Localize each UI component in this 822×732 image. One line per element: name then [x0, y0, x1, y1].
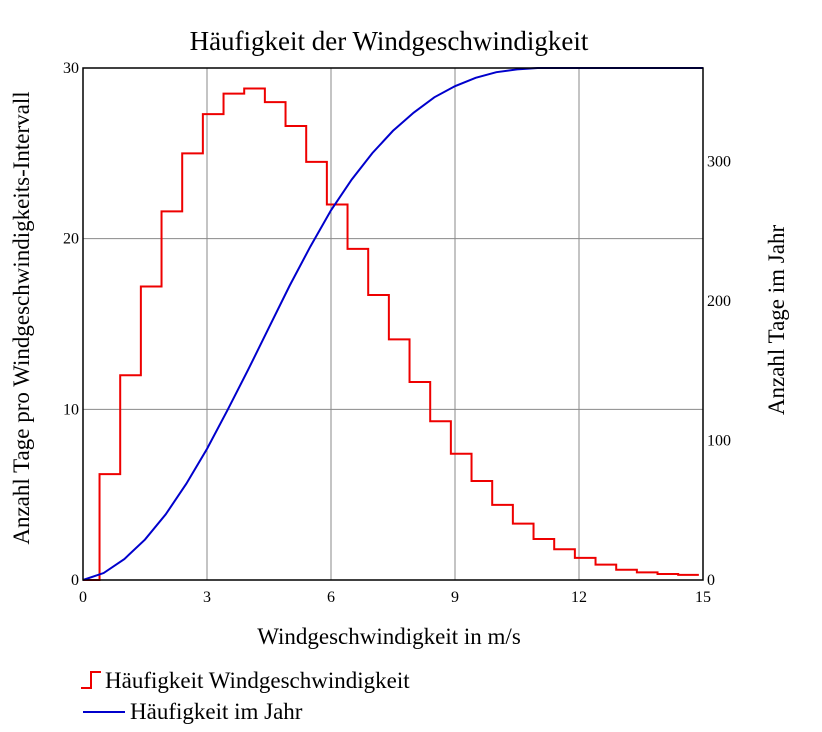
- x-tick-label: 15: [695, 589, 711, 606]
- plot-series: [82, 67, 703, 581]
- x-axis-label: Windgeschwindigkeit in m/s: [257, 624, 521, 649]
- y-left-tick-label: 20: [63, 231, 79, 248]
- y-left-tick-label: 0: [71, 572, 79, 589]
- x-tick-label: 9: [451, 589, 459, 606]
- grid: [83, 68, 703, 580]
- y-right-tick-label: 100: [707, 432, 731, 449]
- plot-frame: [82, 67, 704, 581]
- x-tick-label: 3: [203, 589, 211, 606]
- legend-label-line: Häufigkeit im Jahr: [130, 699, 303, 724]
- y-right-tick-label: 0: [707, 572, 715, 589]
- y-left-tick-label: 10: [63, 401, 79, 418]
- legend-step-swatch: [81, 671, 101, 689]
- y-axis-label-left: Anzahl Tage pro Windgeschwindigkeits-Int…: [9, 91, 34, 544]
- x-tick-label: 6: [327, 589, 335, 606]
- chart-title: Häufigkeit der Windgeschwindigkeit: [190, 26, 589, 56]
- x-tick-label: 12: [571, 589, 587, 606]
- x-tick-label: 0: [79, 589, 87, 606]
- y-right-tick-label: 300: [707, 153, 731, 170]
- legend-label-step: Häufigkeit Windgeschwindigkeit: [105, 668, 410, 693]
- y-axis-label-right: Anzahl Tage im Jahr: [764, 225, 789, 416]
- series-step-haeufigkeit-windgeschwindigkeit: [83, 87, 699, 581]
- y-left-tick-label: 30: [63, 60, 79, 77]
- y-right-tick-label: 200: [707, 293, 731, 310]
- series-line-haeufigkeit-im-jahr: [82, 67, 703, 581]
- legend: Häufigkeit Windgeschwindigkeit Häufigkei…: [81, 668, 410, 724]
